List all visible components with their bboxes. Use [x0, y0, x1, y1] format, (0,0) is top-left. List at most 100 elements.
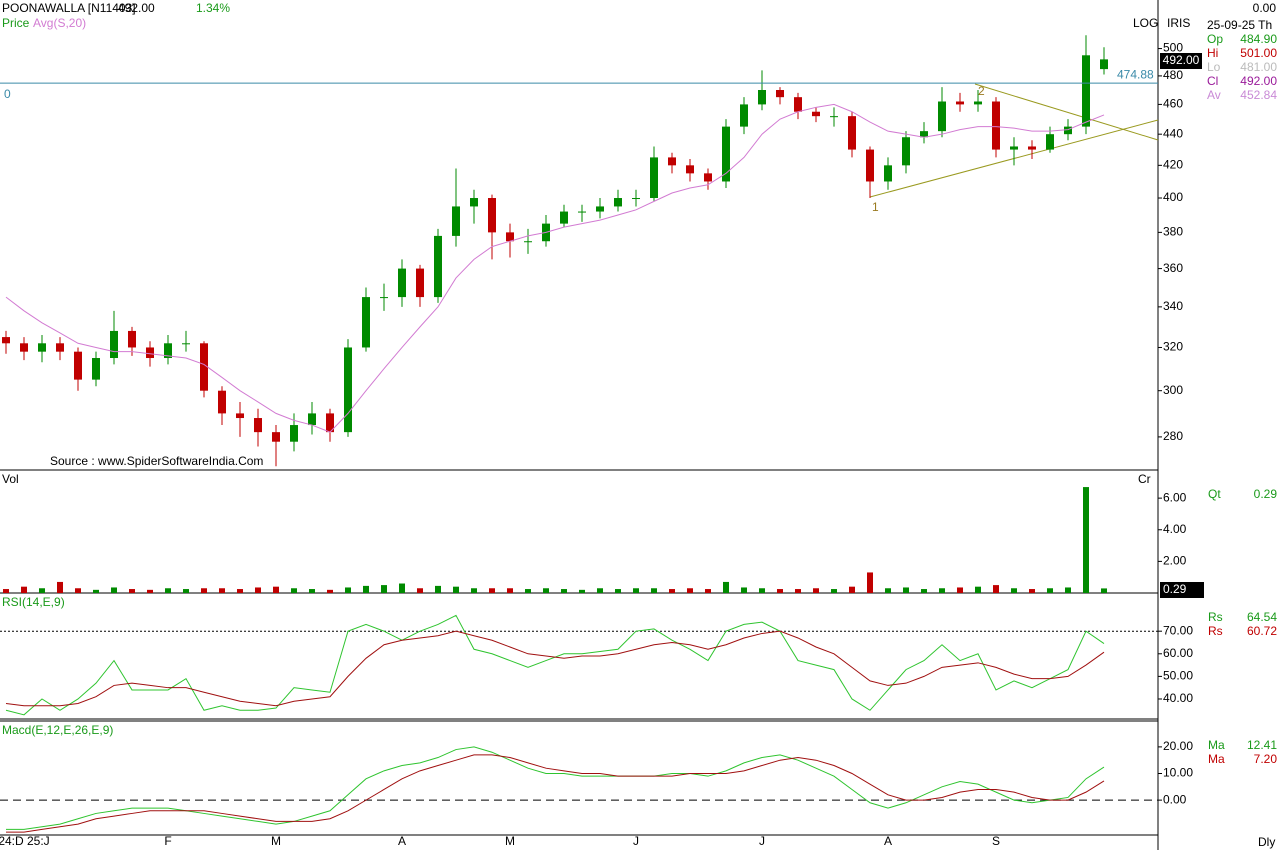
volume-bar: [489, 588, 495, 593]
info-label: Op: [1207, 32, 1223, 46]
volume-bar: [327, 589, 333, 593]
y-tick-label: 40.00: [1163, 691, 1193, 705]
candle-body: [1010, 146, 1018, 150]
volume-bar: [759, 588, 765, 593]
volume-bar: [867, 572, 873, 593]
candle-body: [956, 101, 964, 105]
scale-label: LOG: [1133, 16, 1158, 30]
y-tick-label: 360: [1163, 261, 1183, 275]
rsi-readout: 64.54: [1247, 610, 1277, 624]
candle-body: [866, 149, 874, 182]
candle-body: [506, 232, 514, 242]
candle-body: [614, 198, 622, 207]
volume-bar: [939, 588, 945, 593]
info-value: 481.00: [1240, 60, 1277, 74]
rsi-readout-name: Rs: [1208, 610, 1223, 624]
info-label: Lo: [1207, 60, 1221, 74]
volume-bar: [741, 587, 747, 593]
x-tick-label: S: [992, 834, 1000, 848]
volume-bar: [543, 588, 549, 593]
volume-bar: [111, 587, 117, 593]
trendline: [974, 83, 1159, 141]
y-tick-label: 10.00: [1163, 766, 1193, 780]
macd-readout-name: Ma: [1208, 738, 1225, 752]
candle-body: [596, 206, 604, 212]
volume-bar: [579, 589, 585, 593]
candle-body: [524, 241, 532, 243]
volume-bar: [183, 589, 189, 593]
y-tick-label: 500: [1163, 41, 1183, 55]
candle-body: [146, 347, 154, 359]
y-tick-label: 20.00: [1163, 739, 1193, 753]
volume-bar: [687, 588, 693, 593]
macd-readout-name: Ma: [1208, 752, 1225, 766]
candle-body: [560, 211, 568, 224]
candle-body: [578, 211, 586, 213]
candle-body: [290, 425, 298, 442]
annotation: 0: [4, 87, 11, 101]
y-tick-label: 4.00: [1163, 522, 1187, 536]
candle-body: [902, 137, 910, 166]
volume-bar: [849, 586, 855, 593]
indicator-line: [6, 754, 1105, 833]
volume-bar: [417, 588, 423, 593]
info-value: 484.90: [1240, 32, 1277, 46]
y-tick-label: 2.00: [1163, 554, 1187, 568]
rsi-readout-name: Rs: [1208, 624, 1223, 638]
info-value: 501.00: [1240, 46, 1277, 60]
info-value: 492.00: [1240, 74, 1277, 88]
candle-body: [344, 347, 352, 433]
x-tick-label: A: [884, 834, 892, 848]
y-tick-label: 400: [1163, 190, 1183, 204]
volume-label: Vol: [2, 472, 19, 486]
volume-readout-name: Qt: [1208, 487, 1221, 501]
candle-body: [110, 330, 118, 359]
candle-body: [884, 165, 892, 182]
source: Source : www.SpiderSoftwareIndia.Com: [50, 454, 263, 468]
candle-body: [362, 297, 370, 348]
y-tick-label: 480: [1163, 68, 1183, 82]
candle-body: [974, 101, 982, 105]
volume-bar: [201, 588, 207, 593]
volume-bar: [453, 586, 459, 593]
volume-bar: [777, 589, 783, 593]
moving-average: [5, 103, 1105, 433]
y-tick-label: 50.00: [1163, 669, 1193, 683]
candle-body: [182, 343, 190, 345]
volume-bar: [507, 588, 513, 593]
candle-body: [2, 337, 10, 344]
volume-bar: [831, 589, 837, 593]
info-top: 0.00: [1253, 1, 1277, 15]
candle-body: [938, 101, 946, 132]
candle-body: [650, 157, 658, 199]
y-tick-label: 340: [1163, 299, 1183, 313]
volume-bar: [993, 585, 999, 593]
tool-label: IRIS: [1167, 16, 1190, 30]
candle-body: [722, 126, 730, 182]
candle-body: [704, 173, 712, 182]
rsi-label: RSI(14,E,9): [2, 595, 65, 609]
volume-bar: [147, 589, 153, 593]
volume-bar: [3, 589, 9, 593]
period: Dly: [1258, 835, 1275, 849]
info-value: 452.84: [1240, 88, 1277, 102]
candle-body: [812, 111, 820, 117]
info-label: Hi: [1207, 46, 1218, 60]
candle-body: [308, 413, 316, 426]
candle-body: [218, 390, 226, 414]
volume-bar: [309, 589, 315, 593]
volume-bar: [57, 581, 63, 593]
candle-body: [380, 297, 388, 299]
candle-body: [74, 351, 82, 380]
volume-bar: [597, 588, 603, 593]
y-tick-label: 60.00: [1163, 646, 1193, 660]
volume-bar: [669, 589, 675, 593]
candle-body: [236, 413, 244, 419]
macd-label: Macd(E,12,E,26,E,9): [2, 723, 113, 737]
change: 1.34%: [196, 1, 230, 15]
candle-body: [1064, 126, 1072, 135]
candle-body: [92, 358, 100, 380]
volume-bar: [975, 586, 981, 593]
info-date: 25-09-25 Th: [1207, 18, 1272, 32]
macd-readout: 7.20: [1254, 752, 1278, 766]
